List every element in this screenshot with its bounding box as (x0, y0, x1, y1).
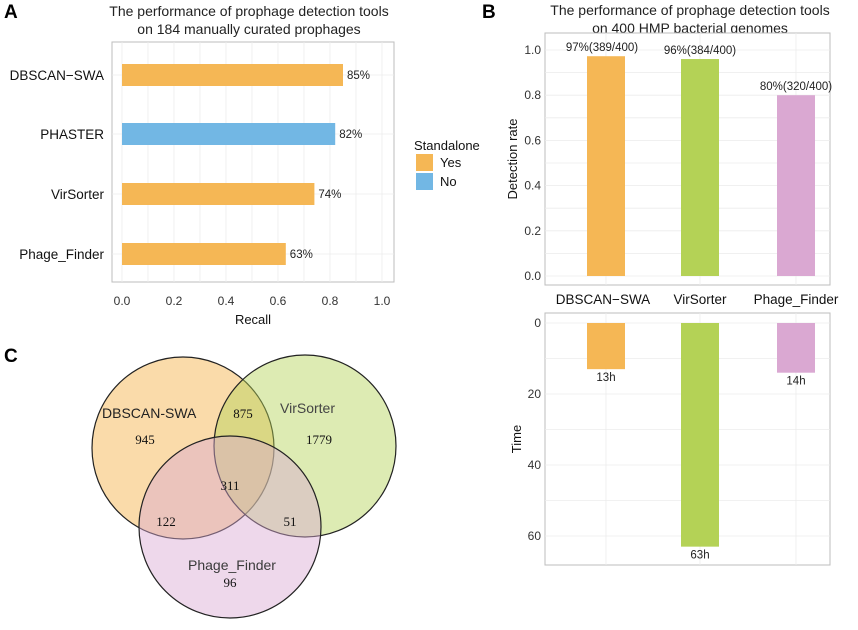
y-tick-label: 0 (534, 316, 541, 330)
legend-title: Standalone (414, 138, 480, 153)
venn-count-dbscan-phage-finder: 122 (156, 514, 176, 529)
panel-a-bars (122, 64, 343, 265)
venn-circle-phage-finder (138, 435, 322, 619)
data-label-phage-finder-detection: 80%(320/400) (760, 81, 832, 93)
category-label-phage-finder: Phage_Finder (19, 247, 104, 262)
y-tick-label: 0.2 (524, 224, 541, 238)
data-label-dbscan-swa: 85% (347, 70, 370, 82)
bar-virsorter (122, 183, 315, 205)
bar-phage-finder-detection (777, 95, 815, 276)
panel-a-title-line2: on 184 manually curated prophages (137, 21, 360, 37)
panel-b-bottom-data-labels: 13h 63h 14h (596, 372, 805, 562)
data-label-phage-finder-time: 14h (786, 376, 805, 388)
x-tick-label: 0.4 (218, 294, 235, 308)
bar-dbscan-swa-detection (587, 56, 625, 277)
panel-b-top-bars (587, 56, 815, 277)
venn-label-phage-finder: Phage_Finder (188, 557, 276, 573)
panel-a-category-labels: DBSCAN−SWA PHASTER VirSorter Phage_Finde… (10, 68, 105, 262)
panel-c: C DBSCAN-SWA VirSorter Phage_Finder 945 … (4, 346, 397, 619)
panel-b-title-line1: The performance of prophage detection to… (550, 2, 829, 18)
panel-a: A The performance of prophage detection … (4, 2, 480, 327)
venn-circle-virsorter (213, 354, 397, 538)
data-label-phage-finder: 63% (290, 249, 313, 261)
panel-a-x-axis-label: Recall (235, 312, 271, 327)
venn-count-all-three: 311 (220, 478, 239, 493)
panel-b: B The performance of prophage detection … (482, 2, 839, 566)
venn-count-virsorter-only: 1779 (306, 432, 332, 447)
bar-phage-finder (122, 243, 286, 265)
bar-virsorter-time (681, 323, 719, 547)
y-tick-label: 0.6 (524, 133, 541, 147)
venn-count-dbscan-virsorter: 875 (233, 406, 253, 421)
y-tick-label: 0.8 (524, 88, 541, 102)
venn-label-dbscan-swa: DBSCAN-SWA (102, 405, 197, 421)
y-tick-label: 60 (528, 529, 542, 543)
legend-label-yes: Yes (440, 155, 462, 170)
panel-b-bottom-bars (587, 323, 815, 547)
venn-label-virsorter: VirSorter (280, 400, 335, 416)
y-tick-label: 40 (528, 458, 542, 472)
panel-label-c: C (4, 346, 18, 367)
panel-a-data-labels: 85% 82% 74% 63% (290, 70, 370, 261)
panel-b-top-y-ticks: 0.0 0.2 0.4 0.6 0.8 1.0 (524, 43, 541, 283)
data-label-dbscan-swa-detection: 97%(389/400) (566, 42, 638, 54)
venn-count-dbscan-only: 945 (135, 432, 155, 447)
category-label-virsorter: VirSorter (51, 187, 105, 202)
panel-b-top-category-labels: DBSCAN−SWA VirSorter Phage_Finder (556, 292, 839, 307)
legend-swatch-no (416, 173, 433, 190)
y-tick-label: 1.0 (524, 43, 541, 57)
panel-b-title-line2: on 400 HMP bacterial genomes (592, 20, 788, 36)
data-label-dbscan-swa-time: 13h (596, 372, 615, 384)
legend-swatch-yes (416, 154, 433, 171)
data-label-virsorter-detection: 96%(384/400) (664, 45, 736, 57)
y-tick-label: 20 (528, 387, 542, 401)
bar-phaster (122, 123, 336, 145)
venn-count-virsorter-phage-finder: 51 (284, 514, 297, 529)
y-tick-label: 0.4 (524, 179, 541, 193)
bar-virsorter-detection (681, 59, 719, 276)
panel-b-bottom-y-axis-label: Time (509, 425, 524, 453)
venn-count-phage-finder-only: 96 (224, 575, 238, 590)
panel-label-b: B (482, 2, 496, 23)
panel-label-a: A (4, 2, 18, 23)
data-label-virsorter: 74% (318, 189, 341, 201)
panel-a-x-ticks: 0.0 0.2 0.4 0.6 0.8 1.0 (114, 294, 391, 308)
category-label-phage-finder: Phage_Finder (754, 292, 839, 307)
x-tick-label: 0.8 (322, 294, 339, 308)
category-label-phaster: PHASTER (40, 127, 104, 142)
panel-a-title-line1: The performance of prophage detection to… (109, 3, 388, 19)
category-label-dbscan-swa: DBSCAN−SWA (10, 68, 104, 83)
bar-phage-finder-time (777, 323, 815, 373)
data-label-phaster: 82% (339, 129, 362, 141)
data-label-virsorter-time: 63h (690, 550, 709, 562)
x-tick-label: 0.2 (166, 294, 183, 308)
x-tick-label: 1.0 (374, 294, 391, 308)
bar-dbscan-swa-time (587, 323, 625, 370)
category-label-virsorter: VirSorter (673, 292, 727, 307)
x-tick-label: 0.6 (270, 294, 287, 308)
x-tick-label: 0.0 (114, 294, 131, 308)
bar-dbscan-swa (122, 64, 343, 86)
legend-label-no: No (440, 174, 457, 189)
category-label-dbscan-swa: DBSCAN−SWA (556, 292, 650, 307)
y-tick-label: 0.0 (524, 269, 541, 283)
panel-a-legend: Standalone Yes No (414, 138, 480, 190)
panel-b-top-data-labels: 97%(389/400) 96%(384/400) 80%(320/400) (566, 42, 832, 93)
panel-b-bottom-y-ticks: 0 20 40 60 (528, 316, 542, 543)
panel-b-top-y-axis-label: Detection rate (505, 119, 520, 200)
